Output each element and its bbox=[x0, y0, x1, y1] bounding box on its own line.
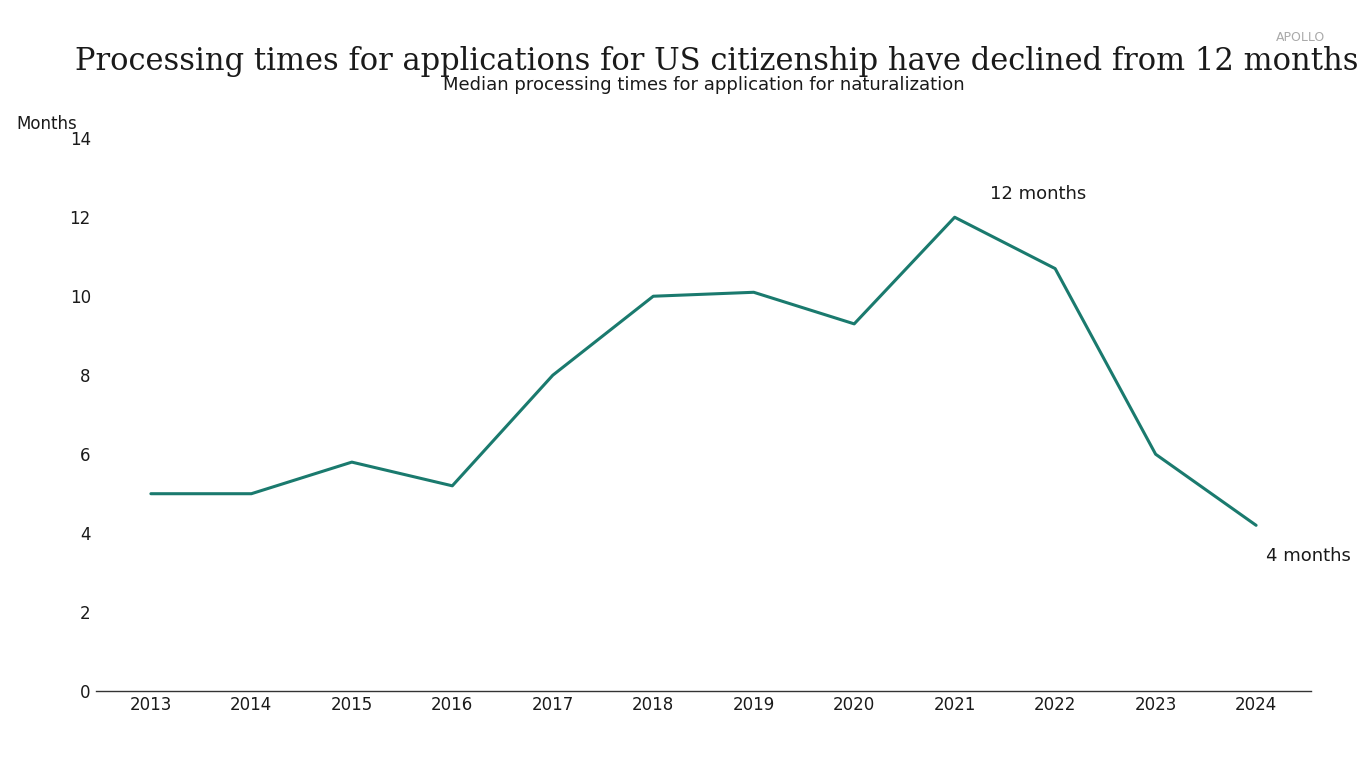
Text: 12 months: 12 months bbox=[990, 185, 1086, 204]
Text: Processing times for applications for US citizenship have declined from 12 month: Processing times for applications for US… bbox=[75, 46, 1366, 77]
Text: Months: Months bbox=[16, 114, 78, 133]
Text: 4 months: 4 months bbox=[1266, 547, 1351, 565]
Text: Median processing times for application for naturalization: Median processing times for application … bbox=[443, 76, 964, 94]
Text: APOLLO: APOLLO bbox=[1276, 31, 1325, 44]
